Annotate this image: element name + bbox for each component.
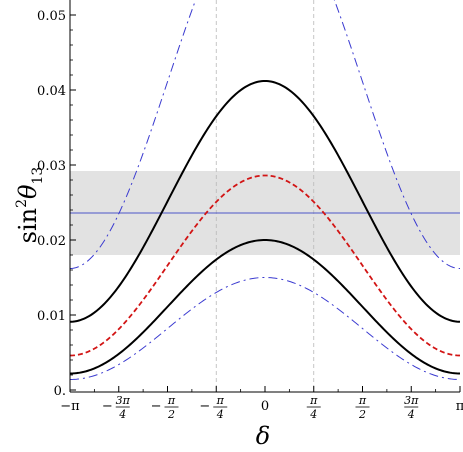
x-tick-text: π: [456, 399, 463, 414]
x-tick-sign: −: [102, 399, 113, 414]
x-tick-denominator: 4: [216, 408, 224, 421]
x-tick-denominator: 4: [309, 408, 317, 421]
y-axis-title: sin2θ13: [14, 167, 46, 244]
x-tick-numerator: π: [309, 394, 318, 407]
y-tick-label-3: 0.03: [37, 159, 66, 174]
y-tick-label-1: 0.01: [37, 309, 66, 324]
x-tick-numerator: 3π: [404, 394, 419, 407]
x-tick-numerator: 3π: [116, 394, 131, 407]
x-tick-label-8: π: [456, 399, 463, 414]
x-tick-label-1: −3π4: [102, 394, 131, 421]
x-tick-label-6: π2: [355, 394, 370, 421]
x-tick-label-3: − π4: [199, 394, 228, 421]
x-tick-numerator: π: [167, 394, 176, 407]
x-tick-label-7: 3π4: [404, 394, 419, 421]
series-line-4: [70, 238, 460, 375]
series-line-5: [70, 276, 460, 380]
x-tick-denominator: 2: [167, 408, 175, 421]
x-tick-denominator: 4: [407, 408, 415, 421]
x-tick-label-5: π4: [306, 394, 321, 421]
x-tick-sign: −: [199, 399, 210, 414]
x-tick-label-4: 0: [261, 399, 269, 414]
x-tick-numerator: π: [216, 394, 225, 407]
x-tick-label-2: − π2: [151, 394, 179, 421]
y-tick-label-0: 0.: [54, 384, 66, 399]
x-tick-label-0: −π: [60, 399, 80, 414]
x-tick-text: −π: [60, 399, 80, 414]
x-tick-denominator: 4: [118, 408, 126, 421]
x-tick-numerator: π: [358, 394, 367, 407]
x-tick-sign: −: [151, 399, 162, 414]
y-tick-label-4: 0.04: [37, 84, 66, 99]
x-tick-denominator: 2: [358, 408, 366, 421]
series-line-2: [70, 79, 460, 323]
series-line-3: [70, 174, 460, 357]
series-line-1: [70, 0, 460, 269]
y-tick-label-2: 0.02: [37, 234, 66, 249]
x-tick-text: 0: [261, 399, 269, 414]
x-axis-title: δ: [256, 422, 270, 450]
y-tick-label-5: 0.05: [37, 9, 66, 24]
